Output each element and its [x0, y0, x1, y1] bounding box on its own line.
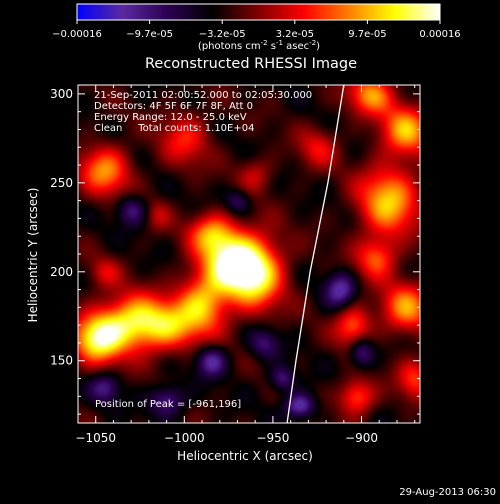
colorbar-strip	[76, 3, 441, 21]
colorbar-tick-label: −3.2e-05	[199, 29, 246, 40]
x-axis-label: Heliocentric X (arcsec)	[177, 449, 313, 463]
colorbar-tick-label: 9.7e-05	[348, 29, 386, 40]
y-tick-label: 250	[50, 176, 73, 190]
x-tick-label: −1000	[164, 431, 205, 445]
colorbar-ticks: −0.00016 −9.7e-05 −3.2e-05 3.2e-05 9.7e-05 0.…	[52, 20, 461, 40]
image-container	[78, 85, 420, 423]
unit-part: -2	[261, 39, 268, 47]
unit-part: )	[316, 41, 320, 52]
annotation-clean: Clean Total counts: 1.10E+04	[94, 123, 254, 134]
heatmap-image	[78, 85, 420, 423]
unit-part: -2	[309, 39, 316, 47]
unit-part: (photons cm	[198, 41, 261, 52]
colorbar-unit: (photons cm-2 s-1 asec-2)	[198, 39, 320, 52]
colorbar-tick-label: −9.7e-05	[126, 29, 173, 40]
peak-position-label: Position of Peak = [-961,196]	[95, 399, 241, 410]
colorbar: −0.00016 −9.7e-05 −3.2e-05 3.2e-05 9.7e-05 0.…	[52, 3, 461, 52]
annotation-detectors: Detectors: 4F 5F 6F 7F 8F, Att 0	[94, 101, 253, 112]
footer-date: 29-Aug-2013 06:30	[399, 487, 496, 498]
colorbar-tick-label: 3.2e-05	[276, 29, 314, 40]
x-axis-ticks: −1050 −1000 −950 −900	[75, 85, 416, 445]
x-tick-label: −900	[345, 431, 378, 445]
x-tick-label: −950	[256, 431, 289, 445]
y-tick-label: 200	[50, 265, 73, 279]
unit-part: s	[268, 41, 276, 52]
x-tick-label: −1050	[75, 431, 116, 445]
chart-title: Reconstructed RHESSI Image	[145, 56, 357, 72]
unit-part: asec	[283, 41, 309, 52]
annotation-energy: Energy Range: 12.0 - 25.0 keV	[94, 112, 247, 123]
solar-limb-curve	[286, 85, 345, 423]
y-tick-label: 300	[50, 87, 73, 101]
unit-part: -1	[276, 39, 283, 47]
annotation-block: 21-Sep-2011 02:00:52.000 to 02:05:30.000…	[94, 90, 312, 134]
colorbar-tick-label: 0.00016	[419, 29, 460, 40]
y-axis-label: Heliocentric Y (arcsec)	[26, 188, 40, 323]
y-axis-ticks: 150 200 250 300	[50, 87, 420, 415]
annotation-time: 21-Sep-2011 02:00:52.000 to 02:05:30.000	[94, 90, 312, 101]
colorbar-tick-label: −0.00016	[52, 29, 102, 40]
y-tick-label: 150	[50, 354, 73, 368]
